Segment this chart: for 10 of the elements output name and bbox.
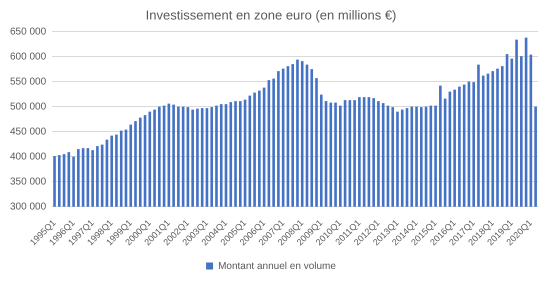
y-tick-label: 450 000 [10, 126, 47, 138]
y-tick-label: 550 000 [10, 76, 47, 88]
y-tick-label: 350 000 [10, 176, 47, 188]
y-tick-label: 300 000 [10, 201, 47, 212]
y-tick-label: 400 000 [10, 151, 47, 162]
y-tick-label: 650 000 [10, 26, 47, 38]
chart-title: Investissement en zone euro (en millions €) [146, 7, 396, 22]
legend-label: Montant annuel en volume [218, 260, 336, 272]
y-tick-label: 600 000 [10, 51, 47, 62]
y-tick-label: 500 000 [10, 101, 47, 112]
